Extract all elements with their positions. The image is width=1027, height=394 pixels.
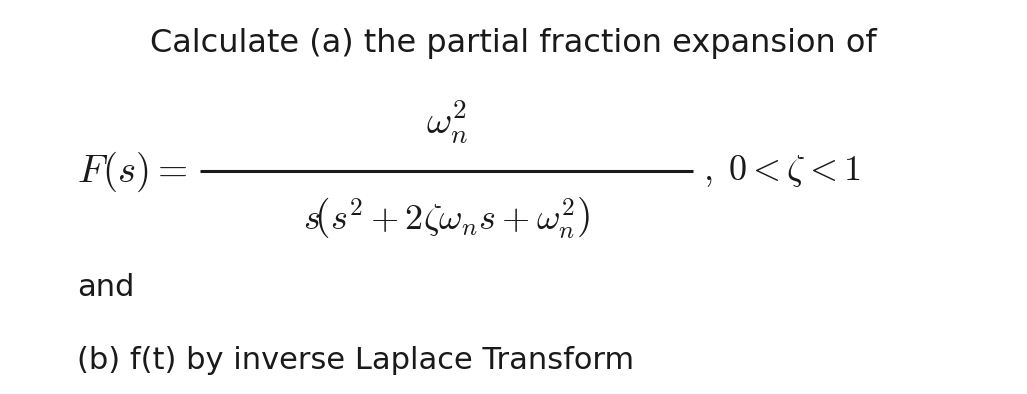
Text: $\omega_n^2$: $\omega_n^2$	[426, 98, 467, 146]
Text: and: and	[77, 273, 135, 302]
Text: $F(s)=$: $F(s)=$	[77, 149, 187, 193]
Text: Calculate (a) the partial fraction expansion of: Calculate (a) the partial fraction expan…	[150, 28, 877, 59]
Text: $s\!\left(s^2+2\zeta\omega_n s+\omega_n^2\right)$: $s\!\left(s^2+2\zeta\omega_n s+\omega_n^…	[303, 196, 591, 241]
Text: $,\; 0<\zeta<1$: $,\; 0<\zeta<1$	[703, 153, 862, 190]
Text: (b) f(t) by inverse Laplace Transform: (b) f(t) by inverse Laplace Transform	[77, 346, 634, 375]
